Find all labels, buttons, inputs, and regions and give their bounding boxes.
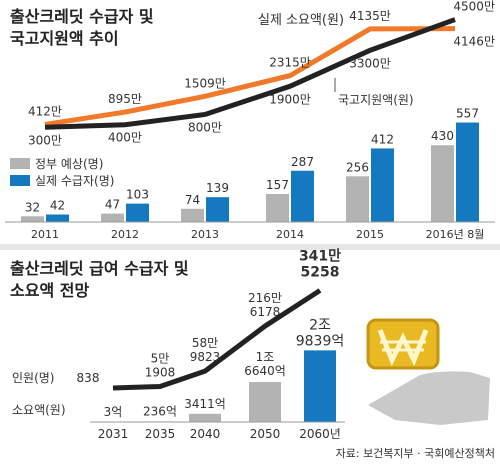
chart-title: 출산크레딧 수급자 및 <box>10 7 154 26</box>
bar-value-label-line: 2조 <box>309 317 331 333</box>
value-label: 895만 <box>108 92 142 106</box>
bar-value-label: 430 <box>431 129 454 143</box>
legend-swatch <box>10 175 30 186</box>
legend-label: 실제 수급자(명) <box>35 174 114 188</box>
value-label: 800만 <box>188 120 222 134</box>
bar <box>21 216 44 222</box>
bar <box>346 176 369 222</box>
bar-value-label: 32 <box>25 200 40 214</box>
bar <box>431 145 454 222</box>
bar-value-label: 103 <box>126 188 149 202</box>
value-label: 1900만 <box>269 92 311 106</box>
bar-value-label: 236억 <box>143 404 177 418</box>
bar <box>126 203 149 222</box>
line-annotation: 국고지원액(원) <box>338 93 414 107</box>
bar-value-label-line: 3억 <box>104 405 123 419</box>
bar <box>291 170 314 222</box>
value-label-line: 5만 <box>151 352 170 366</box>
bar-value-label: 47 <box>105 198 120 212</box>
x-tick-label: 2060년 <box>299 427 341 441</box>
x-tick-label: 2031 <box>98 427 129 441</box>
value-label-line: 216만 <box>248 291 282 305</box>
value-label-line: 58만 <box>192 336 218 350</box>
bar <box>266 193 289 222</box>
bar-value-label: 42 <box>50 199 65 213</box>
bar-value-label: 157 <box>266 178 289 192</box>
series-label: 인원(명) <box>12 371 54 385</box>
x-tick-label: 2015 <box>356 228 384 241</box>
value-label: 4500만 <box>453 0 495 14</box>
bar-value-label-line: 1조 <box>256 350 275 364</box>
bar <box>206 197 229 222</box>
bar-value-label: 557 <box>456 107 479 121</box>
bar <box>249 382 281 422</box>
x-tick-label: 2013 <box>191 228 219 241</box>
bar-value-label: 2조 9839억 <box>296 317 345 349</box>
x-tick-label: 2035 <box>145 427 176 441</box>
value-label: 1509만 <box>184 76 226 90</box>
bar-value-label: 1조 6640억 <box>244 350 286 378</box>
bar-value-label: 74 <box>185 193 200 207</box>
bar <box>101 213 124 222</box>
value-label: 2315만 <box>269 56 311 70</box>
value-label: 412만 <box>28 104 62 118</box>
value-label: 400만 <box>108 131 142 145</box>
line-annotation: 실제 소요액(원) <box>258 13 344 28</box>
bar <box>46 214 69 222</box>
bar-value-label: 412 <box>371 132 394 146</box>
bar-value-label-line: 6640억 <box>244 364 286 378</box>
x-tick-label: 2016년 8월 <box>426 228 485 241</box>
chart-title: 국고지원액 추이 <box>10 29 119 48</box>
bar <box>181 208 204 222</box>
bar-value-label-line: 3411억 <box>184 397 226 411</box>
bar-value-label: 256 <box>346 160 369 174</box>
legend-swatch <box>10 158 30 169</box>
x-tick-label: 2011 <box>31 228 59 241</box>
value-label-line: 6178 <box>250 305 281 319</box>
divider <box>0 244 500 250</box>
bar-value-label: 3411억 <box>184 397 226 411</box>
value-label: 300만 <box>28 133 62 147</box>
value-label-line: 5258 <box>301 264 340 280</box>
chart-title: 소요액 전망 <box>10 281 89 300</box>
source: 자료: 보건복지부 · 국회예산정책처 <box>336 447 495 460</box>
x-tick-label: 2014 <box>276 228 304 241</box>
value-label: 5만 1908 <box>145 352 176 380</box>
bar-value-label-line: 9839억 <box>296 333 345 349</box>
value-label: 4146만 <box>453 35 495 49</box>
value-label: 216만 6178 <box>248 291 282 319</box>
legend-label: 정부 예상(명) <box>35 157 103 171</box>
value-label-line: 1908 <box>145 366 176 380</box>
value-label: 58만 9823 <box>190 336 221 364</box>
bar-value-label-line: 236억 <box>143 404 177 418</box>
x-tick-label: 2012 <box>111 228 139 241</box>
bar <box>304 350 336 422</box>
bar <box>189 413 221 422</box>
x-tick-label: 2040 <box>190 427 221 441</box>
value-label-line: 9823 <box>190 350 221 364</box>
bar-value-label: 287 <box>291 155 314 169</box>
line <box>44 26 456 127</box>
line <box>112 288 322 391</box>
value-label-line: 838 <box>77 371 100 385</box>
x-tick-label: 2050 <box>250 427 281 441</box>
series-label: 소요액(원) <box>12 403 66 417</box>
bar <box>456 122 479 222</box>
value-label: 4135만 <box>349 9 391 23</box>
won-coin-icon <box>366 318 490 425</box>
value-label-line: 341만 <box>299 248 341 264</box>
value-label: 3300만 <box>349 56 391 70</box>
bar-value-label: 3억 <box>104 405 123 419</box>
value-label: 341만 5258 <box>299 248 341 280</box>
line <box>44 17 456 130</box>
bar <box>371 148 394 222</box>
bar-value-label: 139 <box>206 181 229 195</box>
chart-title: 출산크레딧 급여 수급자 및 <box>10 259 189 278</box>
value-label: 838 <box>77 371 100 385</box>
